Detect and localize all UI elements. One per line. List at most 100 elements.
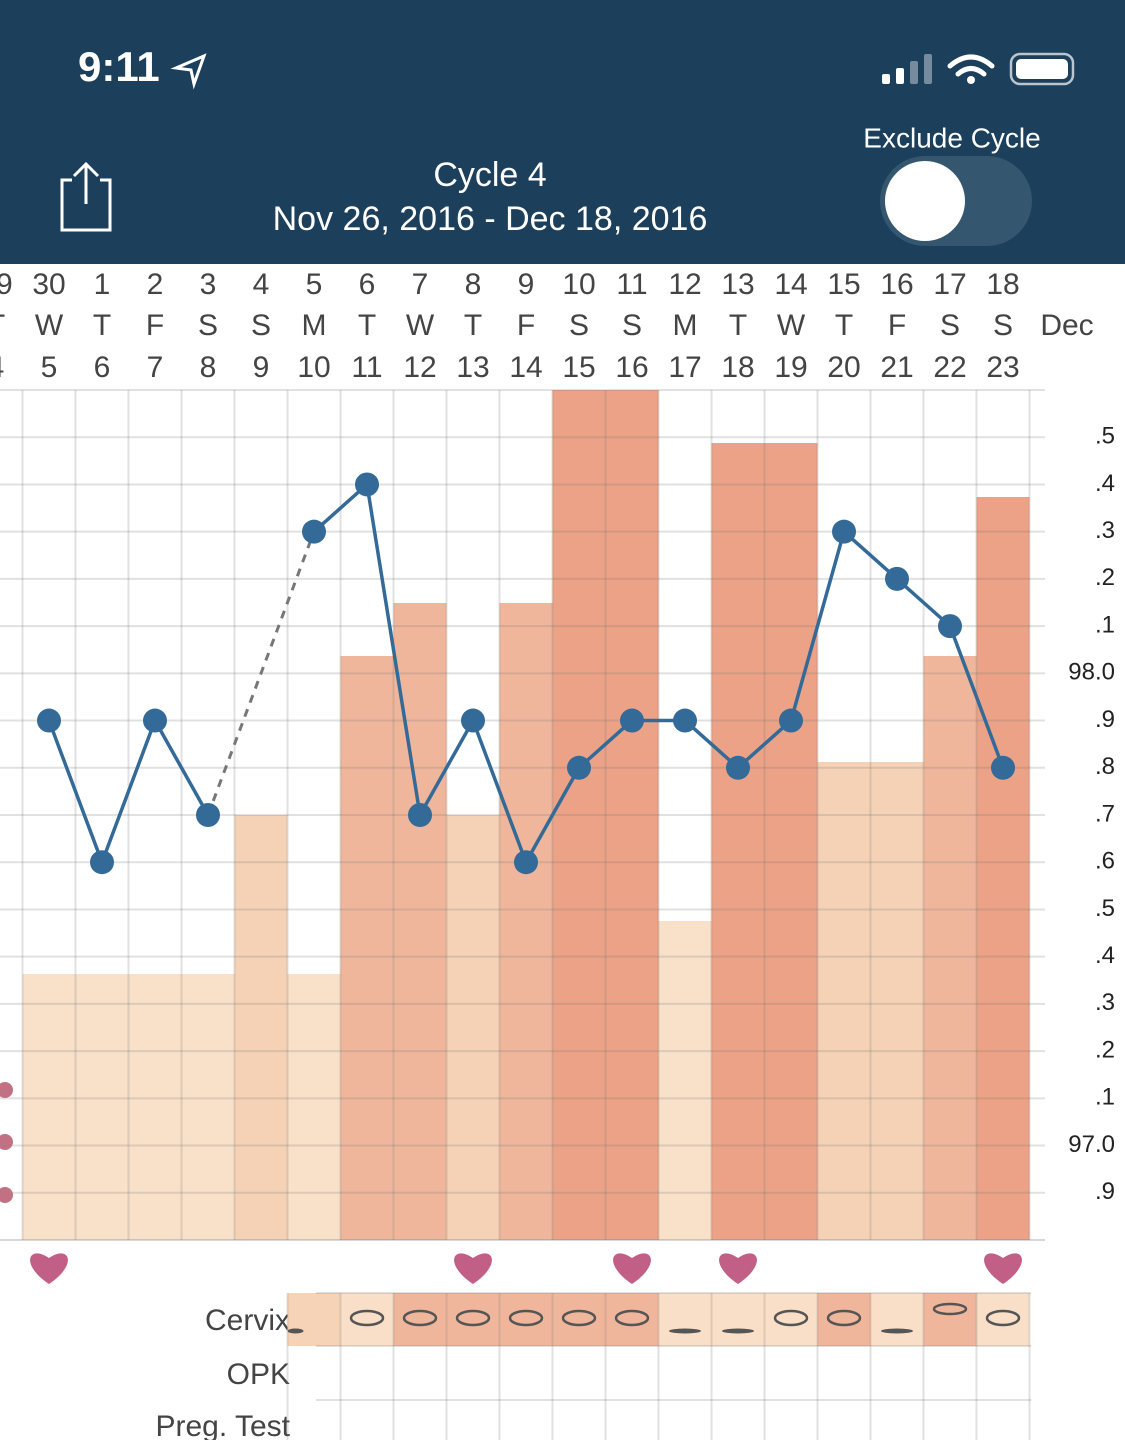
month-label: Dec — [1040, 309, 1093, 342]
weekday-label: F — [146, 309, 164, 342]
weekday-label: T — [358, 309, 376, 342]
cycle-day-label: 7 — [147, 351, 164, 384]
cervix-cell — [393, 1293, 447, 1346]
cycle-day-label: 17 — [668, 351, 701, 384]
temperature-point — [726, 755, 750, 780]
weekday-label: W — [777, 309, 806, 342]
bg-bar — [22, 974, 76, 1240]
y-tick-label: .7 — [1095, 800, 1115, 827]
weekday-label: M — [302, 309, 327, 342]
cycle-day-label: 5 — [41, 351, 58, 384]
y-tick-label: .3 — [1095, 989, 1115, 1016]
bg-bar — [658, 921, 712, 1240]
bg-bar — [923, 656, 977, 1240]
cycle-day-label: 11 — [351, 351, 382, 384]
wifi-dot — [967, 76, 975, 84]
intercourse-heart — [454, 1253, 492, 1284]
date-label: 11 — [616, 268, 647, 301]
cycle-day-label: 10 — [297, 351, 330, 384]
cervix-icon — [287, 1328, 304, 1334]
share-button[interactable] — [60, 161, 112, 232]
row-label: OPK — [227, 1358, 290, 1391]
date-label: 3 — [200, 268, 217, 301]
cycle-day-label: 15 — [562, 351, 595, 384]
cervix-cell — [658, 1293, 712, 1346]
weekday-label: W — [406, 309, 435, 342]
cycle-day-label: 6 — [94, 351, 111, 384]
cycle-day-label: 4 — [0, 351, 4, 384]
status-time: 9:11 — [78, 43, 160, 90]
chart: .997.0.1.2.3.4.5.6.7.8.998.0.1.2.3.4.529… — [0, 268, 1115, 1440]
signal-icon — [882, 54, 932, 84]
bg-bar — [605, 390, 659, 1240]
cervix-cell — [287, 1293, 341, 1346]
y-tick-label: .3 — [1095, 517, 1115, 544]
date-label: 18 — [986, 268, 1019, 301]
gap-connector — [206, 531, 316, 816]
cycle-day-label: 8 — [200, 351, 217, 384]
temperature-point — [37, 708, 61, 733]
y-tick-label: .4 — [1095, 942, 1115, 969]
intercourse-heart — [719, 1253, 757, 1284]
weekday-label: W — [35, 309, 64, 342]
intercourse-heart — [30, 1253, 68, 1284]
bg-bar — [128, 974, 182, 1240]
temperature-point — [408, 803, 432, 827]
cycle-day-label: 9 — [253, 351, 270, 384]
weekday-label: S — [940, 309, 960, 342]
temperature-point — [355, 472, 379, 497]
date-label: 9 — [518, 268, 535, 301]
y-tick-label: .5 — [1095, 895, 1115, 922]
cycle-day-label: 12 — [403, 351, 436, 384]
y-tick-label: 97.0 — [1068, 1131, 1115, 1158]
cycle-day-label: 20 — [827, 351, 860, 384]
cycle-day-label: 18 — [721, 351, 754, 384]
cervix-icon — [455, 1309, 491, 1327]
date-label: 4 — [253, 268, 270, 301]
cervix-cell — [552, 1293, 606, 1346]
temperature-point — [673, 708, 697, 733]
cycle-day-label: 22 — [933, 351, 966, 384]
temperature-point — [461, 708, 485, 733]
bg-bar — [340, 656, 394, 1240]
bg-bar — [552, 390, 606, 1240]
date-label: 13 — [721, 268, 754, 301]
weekday-label: F — [888, 309, 906, 342]
cervix-icon — [826, 1309, 862, 1327]
cycle-dates: Nov 26, 2016 - Dec 18, 2016 — [273, 200, 708, 238]
date-label: 14 — [774, 268, 807, 301]
bg-bar — [870, 762, 924, 1240]
y-tick-label: .2 — [1095, 1036, 1115, 1063]
y-tick-label: .1 — [1095, 1084, 1115, 1111]
date-label: 12 — [668, 268, 701, 301]
weekday-label: T — [729, 309, 747, 342]
cervix-icon — [985, 1309, 1021, 1327]
date-label: 10 — [562, 268, 595, 301]
cervix-cell — [711, 1293, 765, 1346]
temperature-point — [991, 755, 1015, 780]
y-tick-label: .5 — [1095, 423, 1115, 450]
cervix-cell — [499, 1293, 553, 1346]
toggle-knob[interactable] — [885, 161, 965, 241]
cervix-cell — [923, 1293, 977, 1346]
weekday-label: F — [517, 309, 535, 342]
cycle-day-label: 16 — [615, 351, 648, 384]
battery-icon — [1009, 52, 1075, 86]
cervix-icon — [561, 1309, 597, 1327]
y-tick-label: 98.0 — [1068, 659, 1115, 686]
weekday-label: T — [835, 309, 853, 342]
y-tick-label: .8 — [1095, 753, 1115, 780]
location-icon — [170, 53, 207, 90]
cervix-icon — [722, 1328, 754, 1334]
partial-dot — [0, 1082, 13, 1098]
cycle-day-label: 23 — [986, 351, 1019, 384]
cervix-icon — [349, 1309, 385, 1327]
weekday-label: S — [993, 309, 1013, 342]
weekday-label: M — [673, 309, 698, 342]
battery-level — [1016, 59, 1068, 79]
bg-bar — [976, 497, 1030, 1240]
cycle-day-label: 21 — [880, 351, 913, 384]
temperature-point — [143, 708, 167, 733]
intercourse-heart — [984, 1253, 1022, 1284]
row-label: Preg. Test — [155, 1410, 290, 1440]
